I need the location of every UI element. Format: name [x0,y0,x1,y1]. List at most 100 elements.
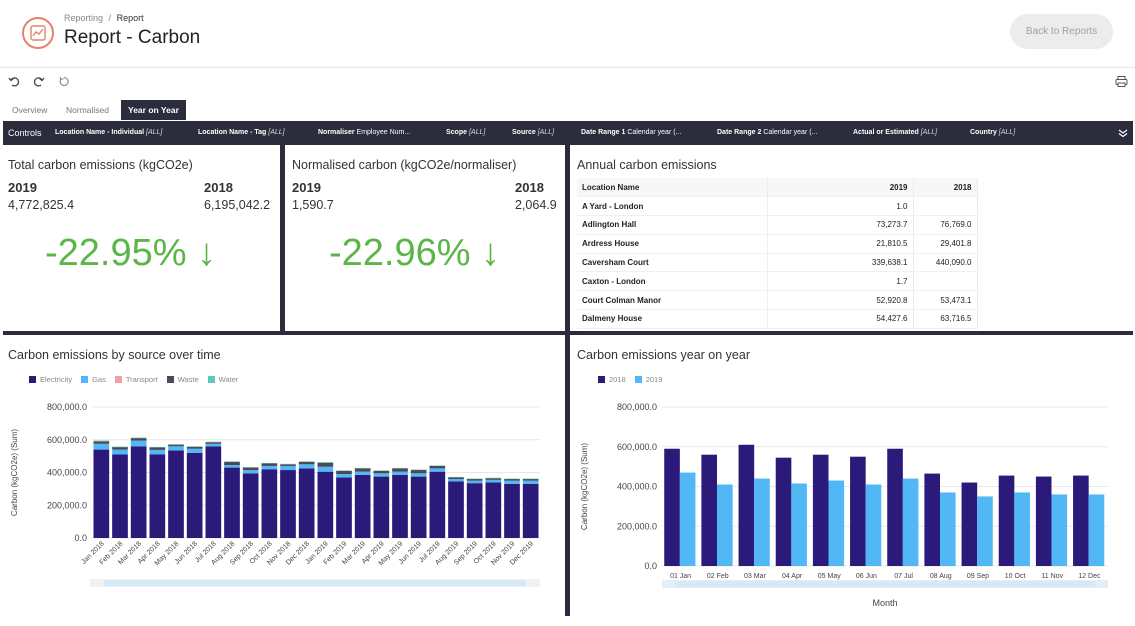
table-cell: 339,638.1 [767,253,914,273]
control-country[interactable]: Country [ALL] [970,129,1015,136]
reset-icon[interactable] [57,74,71,88]
print-icon[interactable] [1114,74,1128,88]
year-label: 2019 [292,180,321,195]
bar-segment-electricity [354,474,371,538]
bar-segment-gas [93,443,110,450]
bar-segment-electricity [205,446,222,538]
expand-controls-icon[interactable] [1118,128,1128,138]
change-percent: -22.96% ↓ [329,232,501,274]
control-value: Calendar year (... [627,129,682,136]
redo-icon[interactable] [31,74,45,88]
legend-item-gas[interactable]: Gas [81,375,106,384]
table-cell [913,271,978,292]
bar-2019 [828,480,845,566]
control-normaliser[interactable]: Normaliser Employee Num... [318,129,410,136]
legend-item-electricity[interactable]: Electricity [29,375,72,384]
table-cell: 1.7 [767,271,914,292]
tab-overview[interactable]: Overview [12,105,48,115]
control-name: Normaliser [318,129,355,136]
panel-title: Normalised carbon (kgCO2e/normaliser) [292,158,517,172]
trend-chart-icon [30,25,46,41]
legend-swatch [166,376,174,383]
chart-scrollbar-thumb [675,581,1095,587]
bar-segment-waste [317,462,334,467]
table-row: Caxton - London 1.7 [577,271,978,292]
y-tick-label: 200,000.0 [47,500,87,510]
undo-icon[interactable] [7,74,21,88]
bar-segment-gas [224,465,240,468]
bar-2019 [1051,494,1068,566]
tab-year-on-year[interactable]: Year on Year [121,100,186,120]
x-tick-label: 11 Nov [1041,573,1063,580]
bar-segment-waste [373,470,390,474]
table-row: A Yard - London 1.0 [577,196,978,217]
legend-label: 2019 [645,375,663,384]
x-tick-label: 12 Dec [1078,573,1101,580]
back-to-reports-button[interactable]: Back to Reports [1010,14,1113,49]
bar-segment-waste [93,441,110,444]
breadcrumb-separator: / [108,13,112,23]
bar-2019 [754,478,770,566]
bar-segment-waste [149,447,166,450]
bar-segment-waste [298,461,315,465]
bar-segment-waste [392,468,408,472]
control-date-range-2[interactable]: Date Range 2 Calendar year (... [717,129,817,136]
column-header[interactable]: 2018 [913,178,978,198]
x-tick-label: 07 Jul [894,573,913,580]
year-on-year-chart: 800,000.0 600,000.0 400,000.0 200,000.0 0.0 C… [580,402,1108,608]
control-value: Calendar year (... [763,129,818,136]
legend-item-transport[interactable]: Transport [114,375,158,384]
bar-segment-gas [298,464,315,469]
table-cell: Caxton - London [577,271,768,292]
control-value: [ALL] [268,129,285,136]
control-scope[interactable]: Scope [ALL] [446,129,485,136]
bar-segment-gas [261,465,278,470]
legend-item-2018[interactable]: 2018 [598,375,626,384]
control-location-individual[interactable]: Location Name - Individual [ALL] [55,129,162,136]
x-tick-label: 02 Feb [707,573,729,580]
legend-item-2019[interactable]: 2019 [634,375,663,384]
y-tick-label: 200,000.0 [617,521,657,531]
bar-segment-waste [466,479,483,481]
table-cell: Court Colman Manor [577,290,768,311]
legend-item-water[interactable]: Water [207,375,238,384]
y-tick-label: 600,000.0 [617,442,657,452]
bar-2018 [775,457,792,566]
breadcrumb-reporting[interactable]: Reporting [64,13,104,23]
table-cell [913,196,978,217]
column-header[interactable]: Location Name [577,178,768,198]
year-label: 2019 [8,180,37,195]
bar-2019 [940,492,956,566]
bar-segment-gas [336,474,352,478]
column-header[interactable]: 2019 [767,178,914,198]
x-tick-label: 04 Apr [782,573,803,580]
control-location-tag[interactable]: Location Name - Tag [ALL] [198,129,285,136]
control-source[interactable]: Source [ALL] [512,129,554,136]
chart-scrollbar-thumb [104,580,526,586]
change-percent: -22.95% ↓ [45,232,217,274]
legend-item-waste[interactable]: Waste [166,375,199,384]
bar-segment-electricity [168,450,184,538]
x-tick-label: 09 Sep [967,573,989,580]
table-row: Ardress House 21,810.5 29,401.8 [577,234,978,254]
bar-2019 [791,483,807,566]
report-logo [22,17,54,49]
y-tick-label: 0.0 [74,533,87,543]
bar-segment-gas [410,473,427,477]
legend-label: Transport [125,375,158,384]
control-actual-estimated[interactable]: Actual or Estimated [ALL] [853,129,937,136]
table-cell: 1.0 [767,196,914,217]
panel-title: Annual carbon emissions [577,158,717,172]
chart-legend: Electricity Gas Transport Waste Water [29,375,247,384]
bar-2018 [887,448,903,566]
year-label: 2018 [515,180,544,195]
control-name: Source [512,129,536,136]
x-axis-label: Month [872,598,897,608]
tab-normalised[interactable]: Normalised [66,105,109,115]
bar-segment-electricity [298,468,315,538]
control-value: [ALL] [146,129,163,136]
bar-2019 [865,484,882,566]
bar-segment-electricity [261,469,278,538]
table-row: Adlington Hall 73,273.7 76,769.0 [577,215,978,235]
control-date-range-1[interactable]: Date Range 1 Calendar year (... [581,129,681,136]
